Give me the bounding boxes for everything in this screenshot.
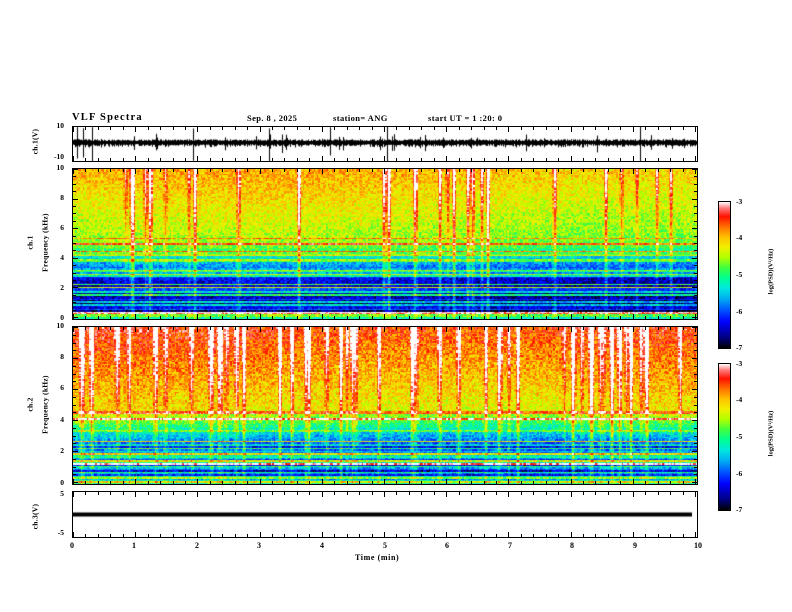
- xtick-5: 5: [383, 541, 387, 550]
- colorbar-ch1-tick--7: -7: [736, 343, 743, 352]
- ch2-spec-ytick-2: 2: [60, 446, 64, 455]
- ch2-spec-ytick-8: 8: [60, 352, 64, 361]
- ch2-spectrogram-image: [73, 327, 697, 484]
- ch2-spectrogram-panel: [72, 326, 698, 485]
- ch2-spec-ytick-0: 0: [60, 478, 64, 487]
- ch1-spectrogram-image: [73, 169, 697, 319]
- ch2-spec-axis-title: Frequency (kHz): [40, 375, 50, 434]
- xtick-1: 1: [132, 541, 136, 550]
- ch1-axis-title: ch.1(V): [30, 128, 40, 155]
- xaxis-title: Time (min): [355, 553, 400, 562]
- ch1-waveform-panel: [72, 126, 698, 162]
- ch1-spec-axis-name: ch.1: [25, 235, 35, 250]
- plot-start-ut: start UT = 1 :20: 0: [428, 113, 503, 123]
- xtick-0: 0: [70, 541, 74, 550]
- ch1-spectrogram-panel: [72, 168, 698, 320]
- ch3-axis-title: ch.3(V): [30, 503, 40, 530]
- ch1-ytick-bottom: -10: [54, 152, 64, 161]
- ch1-waveform-trace: [73, 127, 697, 161]
- colorbar-ch2-tick--5: -5: [736, 432, 743, 441]
- ch2-spec-ytick-10: 10: [56, 321, 65, 330]
- xtick-4: 4: [320, 541, 324, 550]
- xtick-7: 7: [508, 541, 512, 550]
- colorbar-ch1-tick--3: -3: [736, 197, 743, 206]
- ch1-spec-ytick-6: 6: [60, 223, 64, 232]
- plot-station: station= ANG: [333, 113, 388, 123]
- xtick-8: 8: [570, 541, 574, 550]
- xtick-10: 10: [694, 541, 702, 550]
- ch2-spec-ytick-6: 6: [60, 383, 64, 392]
- colorbar-ch2-tick--7: -7: [736, 505, 743, 514]
- xtick-2: 2: [195, 541, 199, 550]
- colorbar-ch1-tick--5: -5: [736, 270, 743, 279]
- ch3-ytick-bottom: -5: [57, 528, 64, 537]
- colorbar-ch2-tick--4: -4: [736, 395, 743, 404]
- plot-title: VLF Spectra: [72, 112, 143, 123]
- xtick-3: 3: [257, 541, 261, 550]
- colorbar-ch2-tick--3: -3: [736, 359, 743, 368]
- ch1-ytick-top: 10: [56, 121, 65, 130]
- plot-date: Sep. 8 , 2025: [247, 113, 298, 123]
- xtick-9: 9: [633, 541, 637, 550]
- colorbar-ch2-tick--6: -6: [736, 469, 743, 478]
- ch1-spec-ytick-4: 4: [60, 253, 64, 262]
- colorbar-ch2-title: log(PSD)(V²/Hz): [767, 410, 775, 457]
- ch1-spec-ytick-0: 0: [60, 313, 64, 322]
- ch2-spec-ytick-4: 4: [60, 415, 64, 424]
- ch3-ytick-top: 5: [60, 489, 64, 498]
- colorbar-ch1-title: log(PSD)(V²/Hz): [767, 248, 775, 295]
- ch3-waveform-panel: [72, 491, 698, 538]
- ch1-spec-ytick-2: 2: [60, 283, 64, 292]
- colorbar-ch2: [718, 363, 731, 511]
- ch1-spec-axis-title: Frequency (kHz): [40, 213, 50, 272]
- colorbar-ch1: [718, 201, 731, 349]
- ch1-spec-ytick-10: 10: [56, 163, 65, 172]
- xtick-6: 6: [445, 541, 449, 550]
- ch1-spec-ytick-8: 8: [60, 193, 64, 202]
- colorbar-ch1-tick--6: -6: [736, 307, 743, 316]
- colorbar-ch1-tick--4: -4: [736, 233, 743, 242]
- ch3-waveform-trace: [73, 492, 697, 537]
- ch2-spec-axis-name: ch.2: [25, 397, 35, 412]
